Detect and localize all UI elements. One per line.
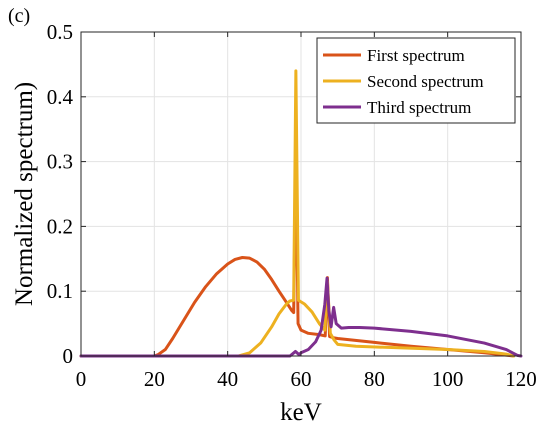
x-tick-label: 0	[76, 367, 87, 391]
series-line-2	[79, 69, 516, 358]
x-tick-label: 20	[144, 367, 165, 391]
y-tick-label: 0	[63, 344, 74, 368]
legend-label-1: First spectrum	[367, 46, 465, 65]
x-tick-label: 80	[364, 367, 385, 391]
legend-label-2: Second spectrum	[367, 72, 484, 91]
y-tick-label: 0.3	[47, 150, 73, 174]
panel-label: (c)	[8, 5, 30, 27]
x-tick-label: 120	[505, 367, 537, 391]
ticks: 0 20 40 60 80 100 120 0 0.1 0.2 0.3 0.4 0.5	[47, 20, 537, 391]
series-line-1	[79, 149, 516, 358]
y-axis-title: Normalized spectrum)	[11, 82, 38, 306]
legend: First spectrum Second spectrum Third spect…	[316, 37, 516, 124]
y-tick-label: 0.4	[47, 85, 74, 109]
y-tick-label: 0.1	[47, 279, 73, 303]
y-tick-label: 0.2	[47, 214, 73, 238]
y-tick-label: 0.5	[47, 20, 73, 44]
x-tick-label: 40	[217, 367, 238, 391]
x-tick-label: 60	[291, 367, 312, 391]
x-tick-label: 100	[432, 367, 464, 391]
x-axis-title: keV	[280, 399, 322, 426]
legend-label-3: Third spectrum	[367, 98, 471, 117]
